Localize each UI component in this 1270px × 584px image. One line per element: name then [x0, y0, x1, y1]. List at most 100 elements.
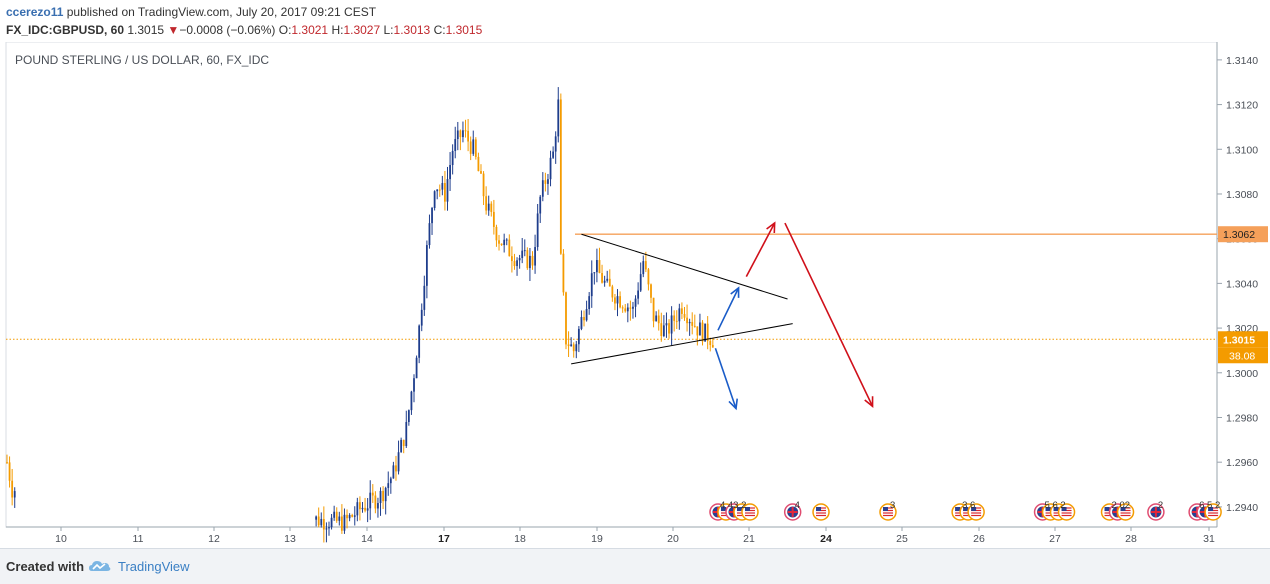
candle-body: [596, 260, 598, 273]
candle-body: [588, 296, 591, 310]
candle-body: [462, 130, 464, 138]
candle-body: [665, 323, 668, 326]
high-value: 1.3027: [343, 23, 381, 37]
x-tick-label: 31: [1203, 533, 1215, 545]
us-flag-canton: [1045, 507, 1051, 511]
candle-body: [593, 272, 596, 274]
candle-body: [364, 507, 366, 511]
candle-body: [498, 240, 500, 244]
candle-body: [686, 317, 688, 324]
price-axis: 1.31401.31201.31001.30801.30601.30401.30…: [1217, 55, 1258, 514]
candle-body: [629, 307, 632, 309]
y-tick-label: 1.3100: [1226, 144, 1258, 156]
us-flag-canton: [720, 507, 726, 511]
candle-body: [699, 322, 701, 336]
us-flag-canton: [1061, 507, 1067, 511]
candle-body: [436, 189, 439, 192]
publish-line: ccerezo11 published on TradingView.com, …: [6, 5, 376, 19]
event-count-label: 4: [795, 500, 800, 511]
chart-header: ccerezo11 published on TradingView.com, …: [0, 0, 1270, 42]
y-tick-label: 1.2980: [1226, 412, 1258, 424]
candle-body: [330, 517, 333, 528]
price-chart[interactable]: POUND STERLING / US DOLLAR, 60, FX_IDC 4…: [0, 42, 1270, 548]
candle-body: [11, 480, 14, 498]
candle-body: [562, 253, 565, 293]
x-tick-label: 17: [438, 533, 450, 545]
candle-body: [616, 296, 619, 304]
candle-body: [516, 260, 518, 267]
candle-body: [590, 273, 593, 297]
candle-body: [477, 156, 480, 172]
event-count-label: 2: [1158, 500, 1163, 511]
candle-body: [392, 465, 395, 479]
candle-body: [495, 226, 498, 241]
triangle-lower-line: [571, 323, 793, 365]
candle-body: [683, 313, 686, 318]
candle-body: [387, 483, 390, 488]
candle-body: [704, 323, 706, 342]
event-count-label: 3: [890, 500, 895, 511]
candle-body: [441, 183, 444, 190]
candle-body: [529, 255, 531, 269]
candle-body: [647, 269, 650, 285]
candle-body: [570, 344, 573, 347]
arrow-blue-down: [714, 347, 737, 409]
candle-body: [510, 256, 513, 262]
candle-body: [567, 344, 570, 347]
high-label: H:: [331, 23, 344, 37]
candle-body: [456, 130, 459, 140]
candle-body: [644, 261, 647, 270]
candle-body: [482, 173, 485, 197]
created-with-label: Created with: [6, 559, 85, 574]
candle-body: [652, 297, 655, 322]
candle-body: [451, 150, 454, 166]
arrow-red-down: [784, 222, 874, 407]
candle-body: [547, 179, 549, 184]
author-link[interactable]: ccerezo11: [6, 5, 64, 19]
chart-title: POUND STERLING / US DOLLAR, 60, FX_IDC: [15, 53, 269, 67]
published-text: published on TradingView.com, July 20, 2…: [66, 5, 377, 19]
tradingview-link[interactable]: TradingView: [118, 559, 190, 574]
candle-body: [632, 306, 634, 309]
candle-body: [382, 490, 384, 502]
footer-bar: Created with TradingView: [0, 548, 1270, 584]
candle-body: [554, 136, 557, 152]
candle-body: [673, 315, 676, 321]
us-flag-canton: [955, 507, 961, 511]
arrow-red-down-head: [864, 396, 874, 408]
candle-body: [634, 298, 637, 307]
candle-body: [660, 323, 663, 337]
candle-body: [407, 410, 410, 423]
resistance-price-tag: [1218, 226, 1268, 243]
candle-body: [377, 503, 379, 509]
candle-body: [317, 516, 320, 526]
candle-body: [356, 502, 359, 516]
candle-body: [619, 296, 621, 308]
candle-body: [598, 260, 601, 274]
candle-body: [369, 492, 372, 509]
candle-body: [688, 321, 691, 324]
candle-body: [505, 239, 508, 241]
y-tick-label: 1.3140: [1226, 55, 1258, 67]
candle-body: [431, 207, 433, 224]
last-price: 1.3015: [127, 23, 165, 37]
us-flag-canton: [963, 507, 969, 511]
y-tick-label: 1.3120: [1226, 100, 1258, 112]
candle-body: [340, 516, 343, 531]
events-layer: 4 43 2 4 3 3 6 5 6 2 2 02 2 6 5 2: [709, 500, 1222, 521]
x-tick-label: 11: [133, 533, 144, 545]
candle-body: [706, 323, 709, 342]
candle-body: [503, 239, 506, 246]
candle-body: [459, 130, 462, 138]
tradingview-cloud-icon: [89, 561, 111, 571]
x-tick-label: 21: [743, 533, 755, 545]
candle-body: [691, 321, 694, 326]
time-axis: 10 11 12 13 14 17 18 19 20 21 24 25 26 27 28 31: [55, 527, 1215, 545]
candle-body: [410, 391, 413, 411]
candle-body: [374, 495, 377, 509]
x-tick-label: 26: [973, 533, 985, 545]
candle-body: [508, 239, 511, 257]
candle-body: [335, 511, 338, 521]
candle-body: [454, 139, 457, 151]
last-price-label: 1.3015: [1223, 334, 1255, 346]
